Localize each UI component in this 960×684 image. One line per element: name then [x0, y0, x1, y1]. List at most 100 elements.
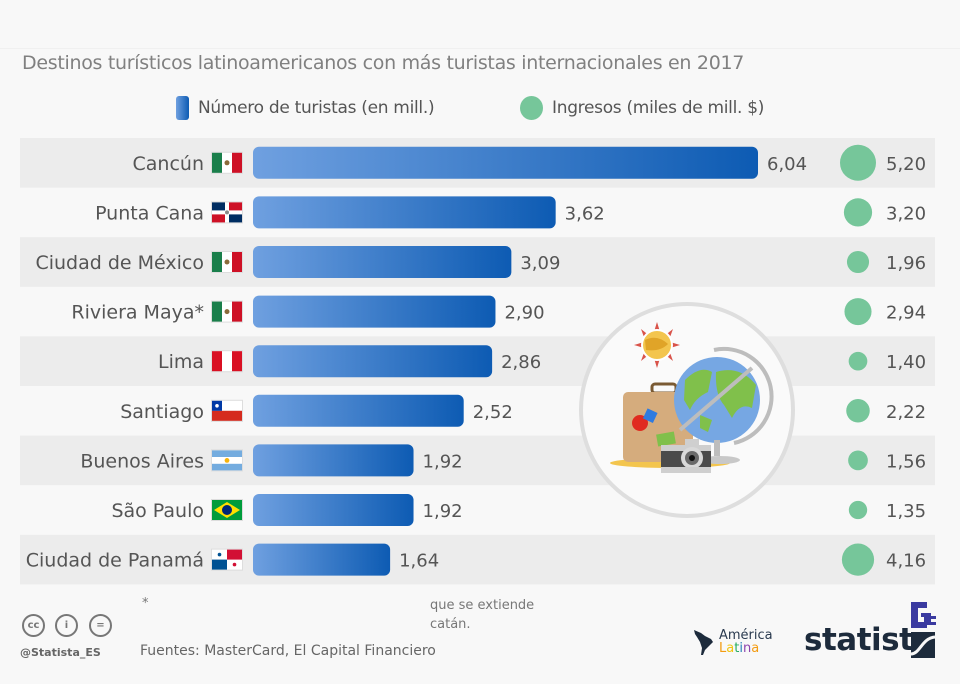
tourists-bar [253, 196, 556, 229]
legend-bar-swatch [176, 96, 189, 120]
revenue-value-label: 1,35 [886, 501, 926, 522]
peru-flag-icon [211, 350, 243, 373]
tourists-value-label: 2,86 [501, 352, 541, 373]
chart-row: São Paulo 1,92 1,35 [111, 494, 926, 526]
revenue-dot [848, 351, 868, 371]
g-plug-icon [911, 602, 936, 628]
latina-text: Latina [719, 642, 773, 655]
attribution-icon: i [55, 614, 78, 637]
panama-flag-icon [211, 548, 243, 571]
mexico-flag-icon [211, 151, 243, 174]
revenue-value-label: 2,22 [886, 402, 926, 423]
sun-icon [634, 322, 680, 368]
cc-glyph: cc [27, 620, 40, 631]
revenue-value-label: 1,56 [886, 451, 926, 472]
america-latina-logo: América Latina [693, 628, 773, 656]
dominican-republic-flag-icon [211, 201, 243, 224]
category-label: Riviera Maya* [71, 302, 204, 324]
mexico-flag-icon [211, 251, 243, 273]
category-label: São Paulo [111, 500, 204, 522]
legend-dot-swatch [520, 96, 543, 120]
globe-icon [674, 346, 774, 464]
tourists-value-label: 3,62 [565, 203, 605, 224]
tourists-value-label: 2,90 [504, 303, 544, 324]
revenue-value-label: 1,96 [886, 253, 926, 274]
tourists-value-label: 6,04 [767, 154, 807, 175]
chart-row: Ciudad de México 3,09 1,96 [20, 237, 935, 287]
chart-row: Punta Cana 3,62 3,20 [95, 196, 926, 229]
category-label: Punta Cana [95, 202, 204, 224]
revenue-dot [843, 198, 873, 227]
revenue-value-label: 1,40 [886, 352, 926, 373]
attribution-glyph: i [64, 620, 69, 631]
category-label: Cancún [133, 153, 204, 175]
argentina-flag-icon [211, 449, 243, 472]
footnote-line2: catán. [430, 617, 471, 632]
legend-bars-label: Número de turistas (en mill.) [198, 98, 435, 118]
legend-dots-label: Ingresos (miles de mill. $) [552, 98, 765, 118]
latina-letter: L [719, 641, 727, 656]
creative-commons-icon: cc [22, 614, 45, 637]
tourists-value-label: 3,09 [520, 253, 560, 274]
tourists-bar [253, 345, 493, 378]
brazil-flag-icon [211, 499, 243, 521]
tourists-bar [253, 543, 391, 576]
america-text: América [719, 628, 773, 643]
revenue-dot [846, 250, 870, 274]
chart-row: Buenos Aires 1,92 1,56 [20, 435, 935, 486]
category-label: Ciudad de México [35, 252, 204, 274]
revenue-dot [841, 543, 875, 576]
tourists-bar [253, 146, 758, 179]
statista-brand-icon [910, 602, 936, 658]
row-background [20, 534, 935, 585]
legend-item-dots: Ingresos (miles de mill. $) [520, 96, 764, 120]
chart-title: Destinos turísticos latinoamericanos con… [22, 52, 745, 74]
revenue-dot [840, 144, 876, 181]
latina-letter: i [739, 641, 743, 656]
tourists-bar [253, 246, 512, 278]
revenue-value-label: 5,20 [886, 154, 926, 175]
mexico-flag-icon [211, 300, 243, 323]
chart-row: Lima 2,86 1,40 [20, 336, 935, 386]
revenue-dot [846, 399, 870, 423]
bar-chart: Cancún 6,04 5,20 Punta Cana 3,62 3,20 Ciudad d… [20, 138, 935, 585]
revenue-dot [844, 298, 872, 326]
latina-letter: a [751, 641, 760, 656]
chart-row: Riviera Maya* 2,90 2,94 [71, 295, 926, 328]
no-derivatives-glyph: = [96, 620, 105, 631]
chart-row: Cancún 6,04 5,20 [20, 138, 935, 188]
latin-america-map-icon [694, 630, 713, 655]
legend: Número de turistas (en mill.) Ingresos (… [0, 96, 960, 124]
tourists-value-label: 1,92 [423, 501, 463, 522]
no-derivatives-icon: = [89, 614, 112, 637]
category-label: Ciudad de Panamá [26, 550, 204, 572]
travel-illustration [579, 302, 795, 518]
footnote-line1: que se extiende [430, 598, 535, 613]
latina-letter: a [726, 641, 735, 656]
revenue-dot [848, 450, 868, 471]
tourists-value-label: 1,64 [399, 551, 439, 572]
tourists-bar [253, 494, 414, 526]
category-label: Buenos Aires [80, 450, 204, 472]
tourists-value-label: 2,52 [473, 402, 513, 423]
chart-row: Ciudad de Panamá 1,64 4,16 [20, 534, 935, 585]
tourists-bar [253, 444, 414, 477]
tourists-value-label: 1,92 [423, 451, 463, 472]
chile-flag-icon [211, 399, 243, 422]
revenue-value-label: 2,94 [886, 303, 926, 324]
category-label: Lima [158, 351, 204, 373]
footnote-asterisk: * [142, 596, 149, 611]
revenue-dot [848, 500, 868, 520]
latina-letter: n [742, 641, 752, 656]
revenue-value-label: 3,20 [886, 203, 926, 224]
top-band [0, 0, 960, 49]
legend-item-bars: Número de turistas (en mill.) [176, 96, 435, 120]
tourists-bar [253, 394, 464, 427]
category-label: Santiago [120, 401, 204, 423]
chart-row: Santiago 2,52 2,22 [120, 394, 926, 427]
camera-icon [661, 439, 711, 473]
latina-letter: t [734, 641, 740, 656]
tourists-bar [253, 295, 496, 328]
revenue-value-label: 4,16 [886, 551, 926, 572]
statista-handle: @Statista_ES [20, 646, 101, 659]
